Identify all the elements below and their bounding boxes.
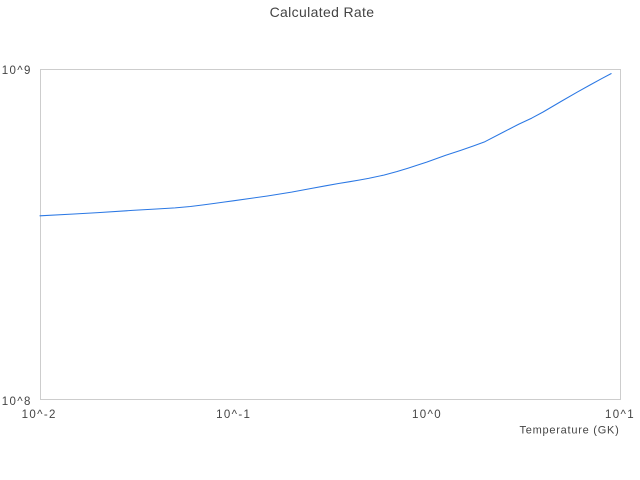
svg-text:10^1: 10^1	[605, 409, 635, 421]
svg-text:Temperature (GK): Temperature (GK)	[519, 425, 619, 437]
svg-text:10^9: 10^9	[2, 65, 32, 77]
svg-text:Calculated Rate: Calculated Rate	[270, 4, 375, 20]
svg-text:10^-2: 10^-2	[22, 409, 57, 421]
svg-text:10^0: 10^0	[412, 409, 442, 421]
svg-text:10^-1: 10^-1	[216, 409, 251, 421]
svg-text:10^8: 10^8	[2, 396, 32, 408]
